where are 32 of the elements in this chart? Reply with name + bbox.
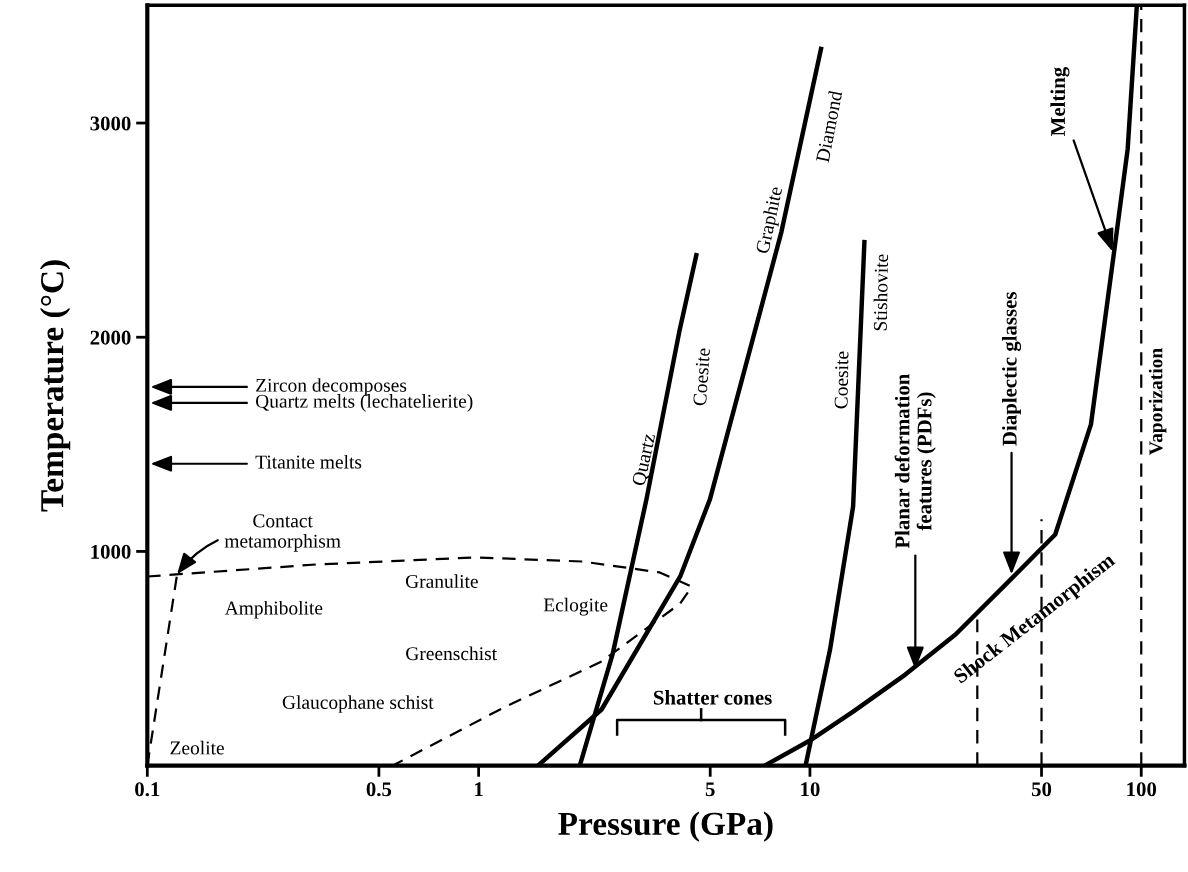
annotation: Stishovite	[873, 254, 889, 331]
annotation: Granulite	[405, 574, 478, 588]
annotation: Titanite melts	[255, 454, 362, 469]
annotation: Greenschist	[406, 646, 497, 661]
x-tick-label: 10	[801, 782, 820, 797]
x-tick-label: 50	[1031, 782, 1052, 797]
annotation: Glaucophane schist	[282, 695, 434, 713]
annotation: Quartz	[631, 432, 659, 487]
x-tick-label: 5	[705, 782, 715, 797]
x-tick-label: 100	[1127, 782, 1157, 797]
annotation: Contact metamorphism	[224, 514, 341, 552]
x-tick-label: 1	[475, 782, 483, 797]
annotation: Zeolite	[170, 740, 224, 755]
annotation: Quartz melts (lechatelierite)	[255, 394, 473, 412]
annotation: Melting	[1050, 67, 1070, 136]
annotation: Shatter cones	[653, 690, 772, 705]
y-axis-title: Temperature (°C)	[40, 260, 71, 512]
annotation: Coesite	[693, 348, 711, 406]
x-tick-label: 0.1	[135, 782, 160, 797]
annotation: Planar deformation features (PDFs)	[894, 373, 936, 549]
annotation: Coesite	[834, 351, 849, 409]
y-tick-label: 2000	[90, 330, 131, 345]
annotation: Eclogite	[543, 597, 608, 616]
y-tick-label: 3000	[90, 116, 131, 131]
x-axis-title: Pressure (GPa)	[558, 811, 773, 842]
annotation: Graphite	[755, 185, 787, 255]
annotation: Diamond	[815, 89, 843, 163]
x-tick-label: 0.5	[366, 782, 392, 797]
y-tick-label: 1000	[91, 544, 131, 559]
annotation: Diaplectic glasses	[1002, 292, 1022, 446]
ref-line-label: Vaporization	[1148, 348, 1167, 455]
annotation: Amphibolite	[224, 600, 323, 619]
